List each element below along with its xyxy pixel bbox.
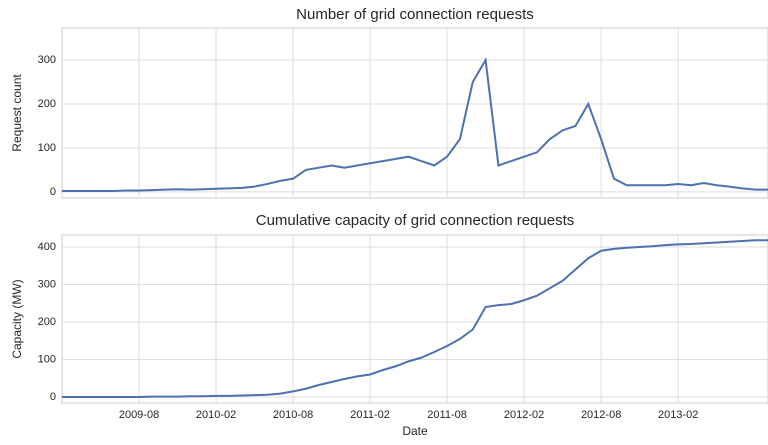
x-tick-label: 2010-02 [196,409,236,421]
plot-area [61,234,768,404]
y-tick-label: 300 [38,278,56,290]
y-tick-label: 200 [38,316,56,328]
x-tick-label: 2010-08 [273,409,313,421]
plot-area [61,27,768,199]
x-tick-label: 2012-08 [581,409,621,421]
x-tick-label: 2009-08 [119,409,159,421]
y-tick-label: 300 [38,54,56,66]
chart-title: Cumulative capacity of grid connection r… [256,212,575,229]
data-line [62,239,768,398]
x-tick-label: 2011-08 [427,409,467,421]
y-tick-label: 0 [50,186,56,198]
y-axis-label: Capacity (MW) [10,279,24,358]
x-axis-label: Date [402,424,428,438]
y-tick-label: 100 [38,353,56,365]
y-tick-label: 400 [38,241,56,253]
y-axis-label: Request count [10,74,24,152]
data-line [62,57,768,192]
x-tick-label: 2012-02 [504,409,544,421]
chart-title: Number of grid connection requests [296,6,534,23]
y-tick-label: 100 [38,142,56,154]
x-tick-label: 2013-02 [658,409,698,421]
x-tick-label: 2011-02 [350,409,390,421]
y-tick-label: 200 [38,98,56,110]
y-tick-label: 0 [50,391,56,403]
